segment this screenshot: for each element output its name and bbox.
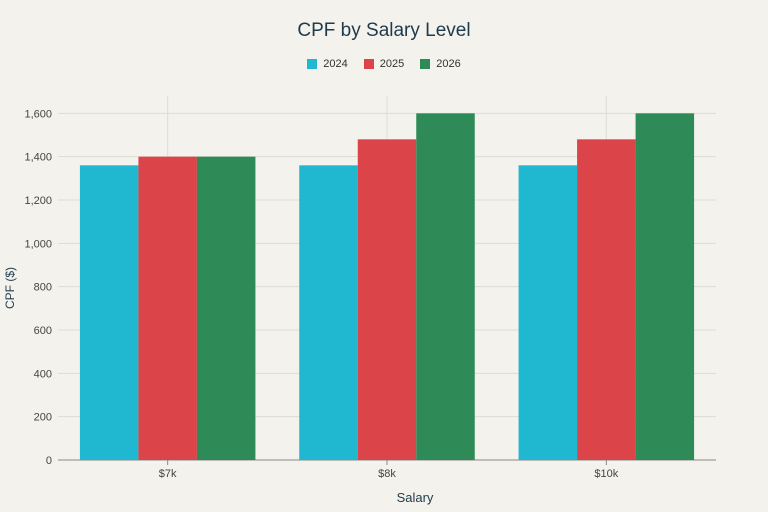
legend: 2024 2025 2026 [0,58,768,70]
y-tick-label: 1,600 [24,108,52,120]
legend-swatch [307,59,318,69]
y-tick-label: 400 [34,368,52,380]
x-tick-label: $8k [378,468,396,480]
bar-2024-$10k [518,165,578,461]
bar-2026-$10k [635,113,695,460]
y-tick-label: 0 [46,455,52,467]
bar-2025-$10k [577,139,636,461]
bar-2025-$7k [138,156,197,460]
bar-2026-$7k [196,156,256,460]
bar-2026-$8k [416,113,475,460]
y-tick-label: 800 [34,282,52,294]
legend-item[interactable]: 2024 [307,58,348,70]
x-axis-title: Salary [397,490,434,505]
bar-2025-$8k [357,139,417,461]
legend-swatch [363,59,374,69]
y-axis-title: CPF ($) [3,267,17,309]
chart-title: CPF by Salary Level [297,20,471,41]
y-tick-label: 1,400 [24,152,52,164]
y-tick-label: 1,000 [24,238,52,250]
legend-label: 2024 [323,58,348,70]
legend-swatch [420,59,431,69]
y-tick-label: 200 [34,412,52,424]
y-tick-label: 1,200 [24,195,52,207]
y-tick-label: 600 [34,325,52,337]
legend-label: 2025 [379,58,405,70]
bar-2024-$8k [299,165,358,461]
x-tick-label: $7k [159,468,177,480]
legend-item[interactable]: 2026 [420,58,461,70]
legend-item[interactable]: 2025 [363,58,405,70]
legend-label: 2026 [436,58,461,70]
bar-2024-$7k [79,165,139,461]
x-tick-label: $10k [594,468,618,480]
